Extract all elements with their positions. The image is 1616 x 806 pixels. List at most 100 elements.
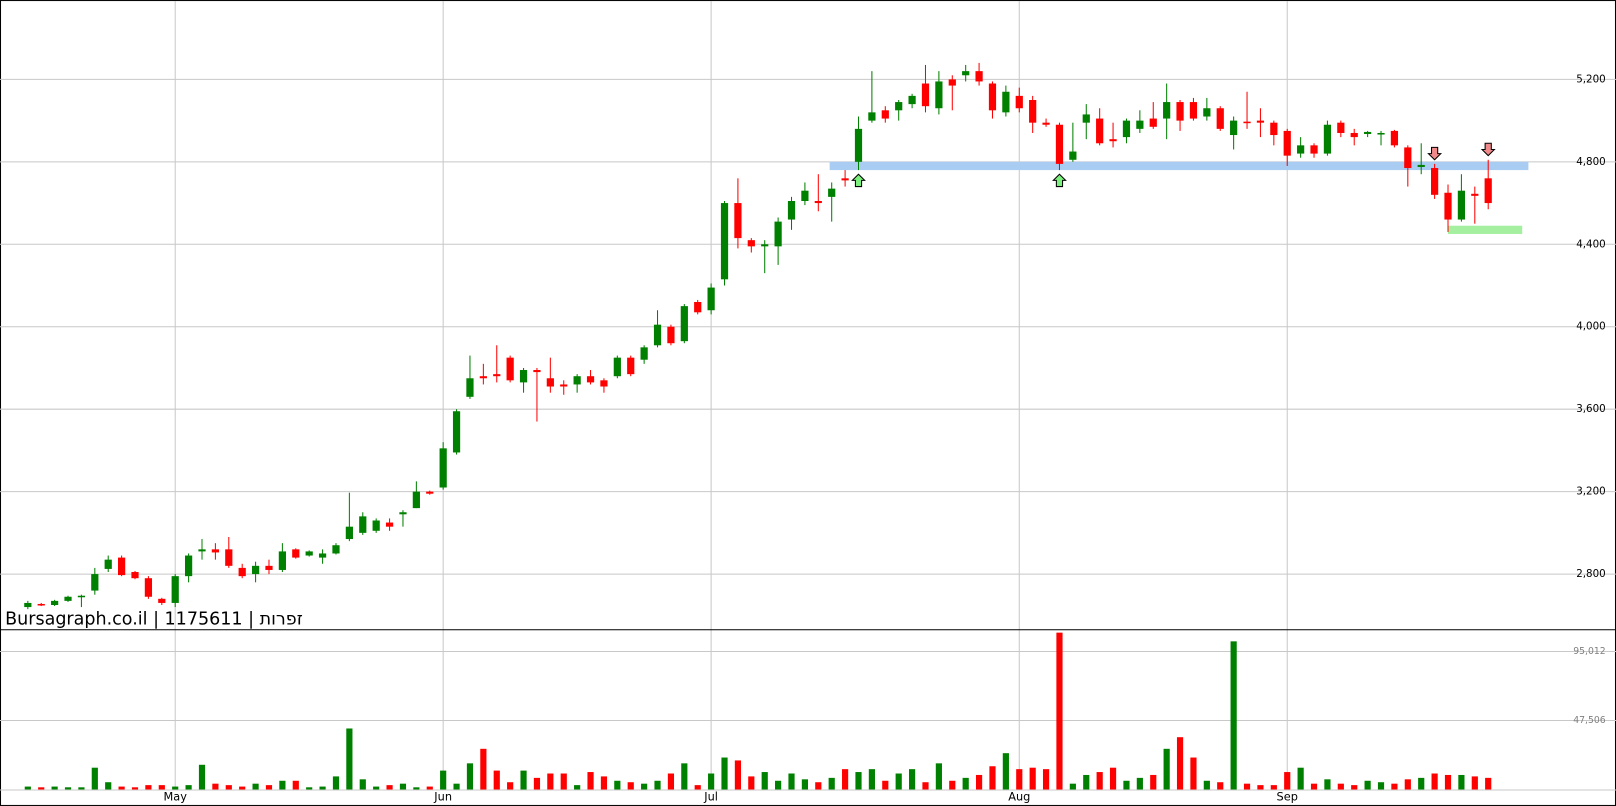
volume-bar <box>748 776 755 790</box>
candle-body <box>37 603 45 606</box>
x-tick-label: Sep <box>1277 790 1298 804</box>
candle-body <box>292 549 300 558</box>
x-tick-label: Jun <box>433 790 452 804</box>
volume-bar <box>1324 779 1331 790</box>
candle-body <box>868 112 876 121</box>
volume-bar <box>332 776 340 790</box>
candle-body <box>131 572 139 579</box>
volume-bar <box>1257 785 1264 790</box>
volume-bar <box>1377 782 1385 790</box>
candle-body <box>24 602 32 608</box>
volume-bar <box>868 769 875 790</box>
volume-bar <box>265 785 273 790</box>
candle-body <box>372 520 380 531</box>
candle-body <box>895 102 903 111</box>
sell-arrow <box>1427 146 1443 161</box>
candle-body <box>1417 164 1425 167</box>
candle-body <box>1297 145 1305 154</box>
candle-body <box>211 549 220 553</box>
volume-tick-label: 47,506 <box>1573 715 1606 726</box>
volume-bar <box>533 777 541 790</box>
volume-bar <box>855 772 862 790</box>
volume-bar <box>1444 774 1452 790</box>
volume-bar <box>587 772 594 790</box>
volume-bar <box>105 782 112 790</box>
candle-body <box>667 326 675 344</box>
candle-body <box>1444 192 1452 220</box>
candle-body <box>720 203 729 280</box>
volume-bar <box>1297 767 1304 790</box>
candle-body <box>184 555 193 577</box>
level-band <box>1448 225 1523 234</box>
candle-body <box>747 240 755 247</box>
volume-bar <box>1485 777 1492 790</box>
candle-body <box>1484 178 1492 204</box>
candle-body <box>1270 122 1278 136</box>
candle-body <box>1431 168 1439 195</box>
volume-bar <box>922 782 929 790</box>
volume-bar <box>1404 779 1411 790</box>
y-tick-label: 5,200 <box>1576 73 1605 85</box>
volume-bar <box>1270 785 1277 790</box>
volume-bar <box>1042 769 1050 790</box>
candle-body <box>198 549 206 552</box>
candle-body <box>1163 102 1171 119</box>
volume-bar <box>480 748 487 790</box>
volume-bar <box>1337 783 1344 790</box>
volume-bar <box>734 760 742 790</box>
candle-body <box>1015 95 1023 109</box>
y-tick-label: 3,600 <box>1576 403 1605 415</box>
volume-bar <box>1217 782 1224 790</box>
candle-body <box>546 378 554 387</box>
volume-bar <box>493 770 500 790</box>
candle-body <box>439 448 447 488</box>
volume-bar <box>466 763 474 790</box>
candle-body <box>560 384 568 387</box>
candle-body <box>1055 124 1064 164</box>
y-tick-label: 4,000 <box>1576 321 1605 333</box>
volume-bar <box>975 774 983 790</box>
candle-body <box>412 491 420 509</box>
candle-body <box>251 565 260 575</box>
candle-body <box>1203 108 1211 117</box>
volume-bar <box>828 777 835 790</box>
candle-body <box>305 551 313 556</box>
candle-body <box>385 522 394 527</box>
candle-body <box>1283 130 1291 156</box>
volume-bar <box>574 785 581 790</box>
volume-bar <box>279 780 286 790</box>
x-tick-label: Jul <box>703 790 718 804</box>
volume-bar <box>1123 780 1130 790</box>
candle-body <box>1256 120 1265 123</box>
candle-body <box>694 302 702 313</box>
sell-arrow <box>1480 142 1496 157</box>
volume-bar <box>1056 632 1063 790</box>
volume-bar <box>882 780 889 790</box>
candle-body <box>801 190 809 201</box>
candle-body <box>104 559 112 569</box>
candle-body <box>1457 190 1466 220</box>
volume-bar <box>252 783 259 790</box>
volume-bar <box>547 773 554 790</box>
volume-bar <box>721 757 728 790</box>
candle-body <box>1243 121 1251 124</box>
candle-body <box>51 600 59 605</box>
volume-bar <box>895 773 902 790</box>
candle-body <box>948 79 956 86</box>
volume-bar <box>1096 772 1103 790</box>
volume-bar <box>560 773 567 790</box>
candle-body <box>586 376 595 383</box>
candle-body <box>1390 130 1399 146</box>
candle-body <box>1337 122 1345 133</box>
candle-body <box>466 378 474 397</box>
candle-body <box>118 557 126 576</box>
volume-bar <box>1016 769 1023 790</box>
candle-body <box>238 567 246 577</box>
volume-bar <box>962 777 969 790</box>
volume-bar <box>681 763 688 790</box>
candle-body <box>278 551 286 570</box>
candle-body <box>774 221 782 247</box>
candle-body <box>479 376 487 379</box>
volume-bar <box>507 782 514 790</box>
volume-bar <box>212 783 219 790</box>
